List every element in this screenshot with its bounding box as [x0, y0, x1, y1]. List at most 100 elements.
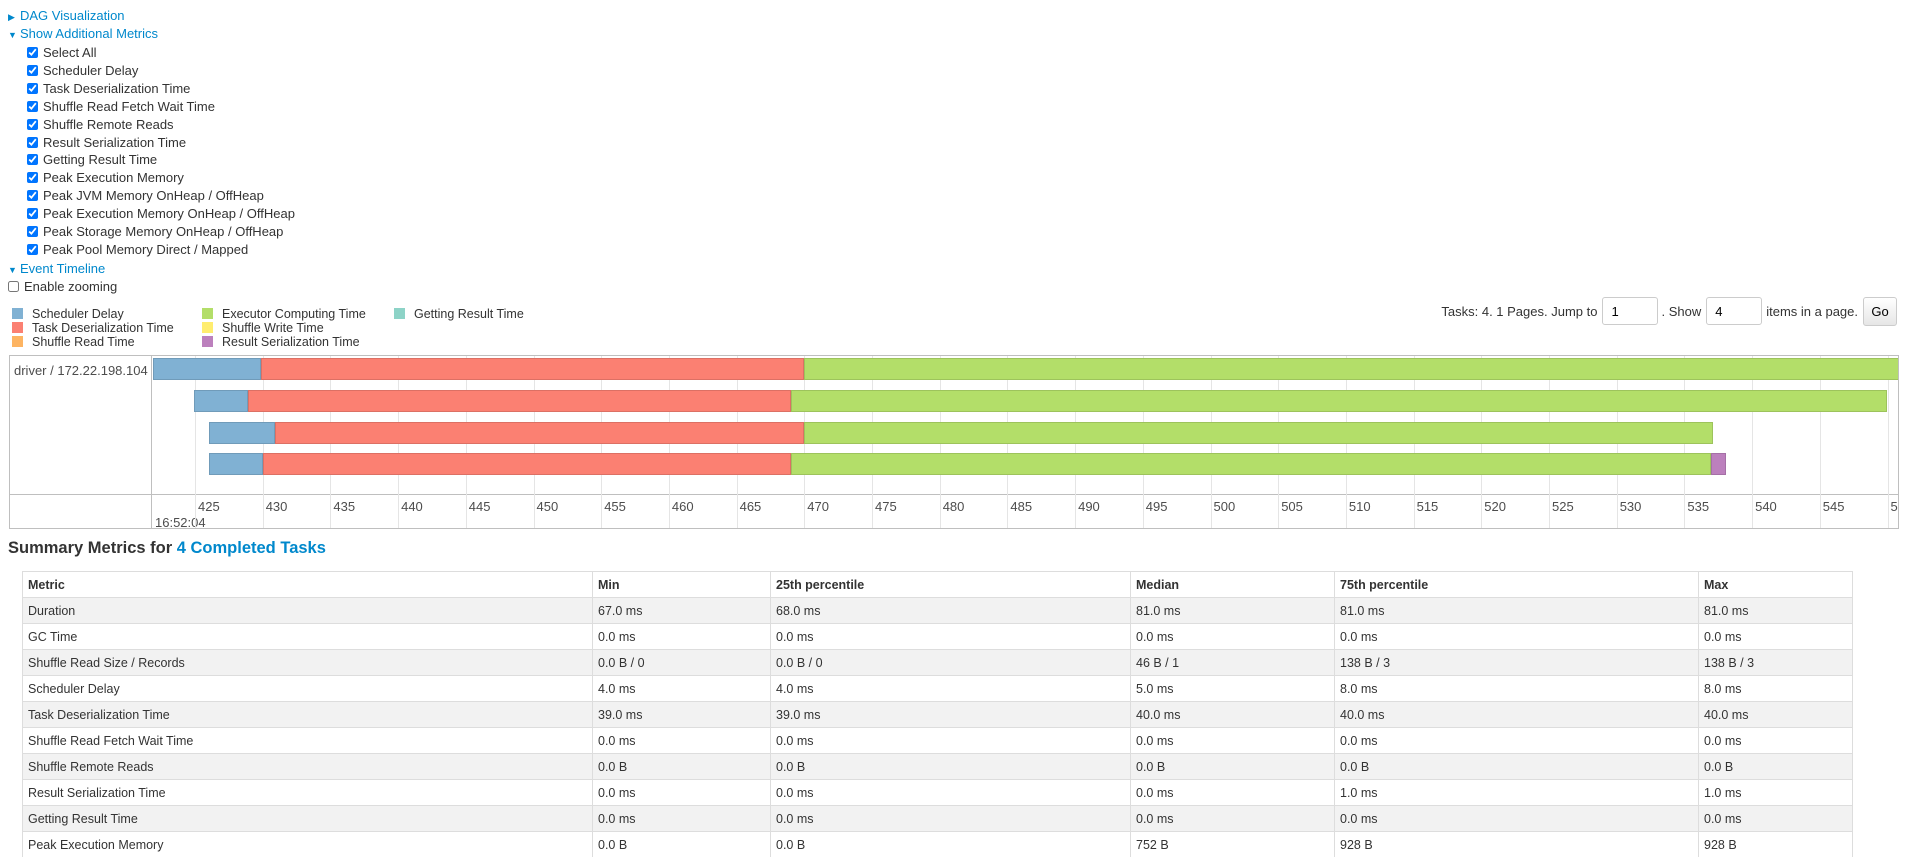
task-bar-segment[interactable]: [208, 453, 263, 475]
legend-swatch: [202, 308, 213, 319]
metric-name-cell: GC Time: [22, 623, 593, 650]
checkbox-input[interactable]: [27, 136, 38, 148]
checkbox-label: Peak Execution Memory OnHeap / OffHeap: [43, 206, 295, 222]
legend-swatch: [202, 322, 213, 333]
task-bar-segment[interactable]: [804, 358, 1898, 380]
checkbox-input[interactable]: [27, 190, 38, 202]
metric-value-cell: 40.0 ms: [1130, 701, 1335, 728]
axis-tick-label: 425: [198, 499, 220, 514]
metric-value-cell: 8.0 ms: [1698, 675, 1853, 702]
items-per-page-label: items in a page.: [1766, 303, 1858, 319]
task-bar-segment[interactable]: [274, 422, 805, 444]
metric-value-cell: 0.0 B / 0: [592, 649, 771, 676]
page-jump-input[interactable]: [1602, 297, 1659, 325]
metric-value-cell: 0.0 ms: [1130, 623, 1335, 650]
task-bar-segment[interactable]: [1711, 453, 1727, 475]
metric-checkbox-peak-storage-memory-onheap-offheap[interactable]: Peak Storage Memory OnHeap / OffHeap: [27, 224, 283, 239]
checkbox-input[interactable]: [27, 226, 38, 237]
metric-value-cell: 0.0 ms: [770, 727, 1131, 754]
grid-line: [1887, 356, 1889, 528]
axis-tick-label: 5: [1890, 499, 1898, 514]
checkbox-label: Peak Pool Memory Direct / Mapped: [43, 241, 249, 257]
checkbox-input[interactable]: [27, 172, 38, 184]
pagination-summary: Tasks: 4. 1 Pages. Jump to: [1441, 303, 1598, 319]
metric-checkbox-task-deserialization-time[interactable]: Task Deserialization Time: [27, 81, 190, 96]
task-bar-segment[interactable]: [262, 453, 791, 475]
axis-tick-label: 510: [1348, 499, 1371, 514]
legend-swatch: [394, 308, 405, 319]
metric-value-cell: 0.0 ms: [1698, 727, 1853, 754]
event-timeline-toggle[interactable]: ▼ Event Timeline: [8, 261, 105, 276]
legend-swatch: [202, 336, 213, 347]
show-label: . Show: [1661, 303, 1702, 319]
summary-title-prefix: Summary Metrics for: [8, 539, 177, 557]
go-button[interactable]: Go: [1863, 296, 1897, 326]
legend-item: Scheduler Delay: [12, 307, 124, 321]
metric-checkbox-shuffle-read-fetch-wait-time[interactable]: Shuffle Read Fetch Wait Time: [27, 99, 215, 114]
metric-value-cell: 8.0 ms: [1334, 675, 1699, 702]
table-row: Peak Execution Memory 0.0 B 0.0 B 752 B 928 …: [22, 831, 1853, 857]
metric-value-cell: 0.0 B: [1130, 753, 1335, 780]
legend-label: Result Serialization Time: [222, 335, 360, 349]
metric-value-cell: 0.0 ms: [1130, 805, 1335, 832]
metric-name-cell: Duration: [22, 597, 593, 624]
metric-checkbox-peak-execution-memory-onheap-offheap[interactable]: Peak Execution Memory OnHeap / OffHeap: [27, 206, 295, 221]
metric-name-cell: Peak Execution Memory: [22, 831, 593, 857]
axis-tick-label: 540: [1755, 499, 1777, 514]
metric-checkbox-result-serialization-time[interactable]: Result Serialization Time: [27, 135, 186, 150]
checkbox-input[interactable]: [27, 100, 38, 112]
checkbox-input[interactable]: [27, 208, 38, 220]
dag-visualization-toggle[interactable]: ▶ DAG Visualization: [8, 8, 125, 23]
summary-title: Summary Metrics for 4 Completed Tasks: [8, 539, 326, 558]
metric-value-cell: 0.0 ms: [770, 805, 1131, 832]
metric-name-cell: Shuffle Read Size / Records: [22, 649, 593, 676]
task-bar-segment[interactable]: [261, 358, 805, 380]
table-row: Task Deserialization Time 39.0 ms 39.0 ms 4…: [22, 701, 1853, 728]
axis-tick-label: 450: [536, 499, 559, 514]
additional-metrics-toggle[interactable]: ▼ Show Additional Metrics: [8, 26, 158, 41]
legend-item: Executor Computing Time: [202, 307, 366, 321]
checkbox-input[interactable]: [27, 243, 38, 255]
metric-checkbox-peak-execution-memory[interactable]: Peak Execution Memory: [27, 170, 184, 185]
metric-value-cell: 68.0 ms: [770, 597, 1131, 624]
table-row: Result Serialization Time 0.0 ms 0.0 ms 0.0…: [22, 779, 1853, 806]
enable-zooming-input[interactable]: [8, 281, 19, 292]
task-bar-segment[interactable]: [153, 358, 262, 380]
executor-label: driver / 172.22.198.104: [14, 363, 148, 378]
task-bar-segment[interactable]: [208, 422, 275, 444]
metric-checkbox-scheduler-delay[interactable]: Scheduler Delay: [27, 63, 138, 78]
metric-checkbox-shuffle-remote-reads[interactable]: Shuffle Remote Reads: [27, 117, 174, 132]
metric-checkbox-getting-result-time[interactable]: Getting Result Time: [27, 152, 157, 167]
task-bar-segment[interactable]: [790, 453, 1712, 475]
task-bar-segment[interactable]: [804, 422, 1713, 444]
checkbox-input[interactable]: [27, 64, 38, 76]
checkbox-input[interactable]: [27, 47, 38, 58]
metric-checkbox-peak-pool-memory-direct-mapped[interactable]: Peak Pool Memory Direct / Mapped: [27, 242, 248, 257]
legend-label: Task Deserialization Time: [32, 321, 174, 335]
axis-tick-label: 475: [875, 499, 897, 514]
metric-checkbox-peak-jvm-memory-onheap-offheap[interactable]: Peak JVM Memory OnHeap / OffHeap: [27, 188, 264, 203]
checkbox-input[interactable]: [27, 154, 38, 166]
task-bar-segment[interactable]: [193, 390, 248, 412]
metric-value-cell: 0.0 ms: [1334, 805, 1699, 832]
metric-value-cell: 81.0 ms: [1698, 597, 1853, 624]
metric-value-cell: 81.0 ms: [1130, 597, 1335, 624]
metric-value-cell: 0.0 B: [592, 753, 771, 780]
enable-zooming-checkbox[interactable]: Enable zooming: [8, 279, 117, 294]
checkbox-label: Peak JVM Memory OnHeap / OffHeap: [43, 188, 264, 204]
metric-value-cell: 0.0 ms: [770, 623, 1131, 650]
page-size-input[interactable]: [1706, 297, 1763, 325]
column-header: Median: [1130, 571, 1335, 598]
axis-tick-label: 445: [468, 499, 491, 514]
axis-tick-label: 485: [1010, 499, 1033, 514]
metric-value-cell: 40.0 ms: [1698, 701, 1853, 728]
event-timeline-chart[interactable]: driver / 172.22.198.104 16:52:04 425 430 4…: [9, 355, 1899, 529]
table-row: Shuffle Remote Reads 0.0 B 0.0 B 0.0 B 0.0 B…: [22, 753, 1853, 780]
metric-checkbox-select-all[interactable]: Select All: [27, 45, 96, 60]
metric-name-cell: Shuffle Remote Reads: [22, 753, 593, 780]
checkbox-input[interactable]: [27, 118, 38, 130]
completed-tasks-link[interactable]: 4 Completed Tasks: [176, 539, 326, 557]
task-bar-segment[interactable]: [790, 390, 1888, 412]
task-bar-segment[interactable]: [247, 390, 791, 412]
checkbox-input[interactable]: [27, 82, 38, 94]
